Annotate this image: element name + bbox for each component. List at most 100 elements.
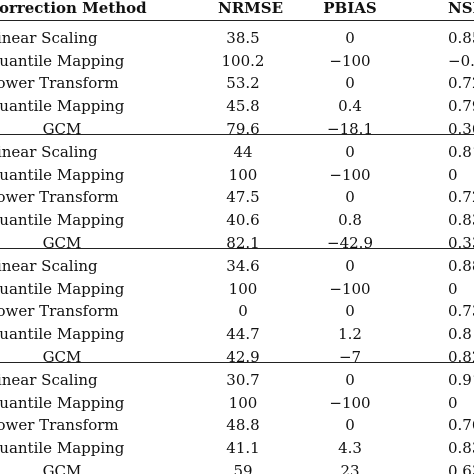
table-row: Power Transform 47.5 0 0.72: [0, 186, 474, 208]
cell-nse: 0.83: [448, 439, 474, 457]
cell-pbias: 0.4: [338, 97, 362, 115]
table-row: GCM 42.9 −7 0.82: [0, 346, 474, 368]
cell-method: Quantile Mapping: [0, 439, 125, 457]
table-row: Quantile Mapping 45.8 0.4 0.79: [0, 95, 474, 117]
table-row: Power Transform 0 0 0.73: [0, 300, 474, 322]
cell-nse: 0.63: [448, 462, 474, 474]
header-nrmse: NRMSE: [218, 0, 284, 17]
cell-method: Power Transform: [0, 302, 119, 320]
table-header-row: Correction Method NRMSE PBIAS NSE: [0, 0, 474, 19]
cell-method: GCM: [42, 462, 82, 474]
cell-nrmse: 42.9: [226, 348, 260, 366]
cell-pbias: 0: [345, 302, 355, 320]
cell-nse: 0.72: [448, 188, 474, 206]
cell-method: Linear Scaling: [0, 371, 98, 389]
cell-nse: 0.79: [448, 97, 474, 115]
group-divider-4: [0, 362, 474, 363]
table-row: Quantile Mapping 100 −100 0: [0, 392, 474, 414]
cell-nse: 0.85: [448, 29, 474, 47]
table-row: Quantile Mapping 100.2 −100 −0.0: [0, 50, 474, 72]
cell-pbias: −100: [329, 52, 371, 70]
table-row: GCM 79.6 −18.1 0.36: [0, 118, 474, 140]
cell-nrmse: 79.6: [226, 120, 260, 138]
cell-nse: 0: [448, 394, 458, 412]
cell-pbias: 0: [345, 371, 355, 389]
cell-pbias: 0: [345, 74, 355, 92]
cell-method: GCM: [42, 234, 82, 252]
cell-pbias: 1.2: [338, 325, 362, 343]
cell-nse: 0.91: [448, 371, 474, 389]
cell-method: Power Transform: [0, 74, 119, 92]
cell-nrmse: 53.2: [226, 74, 260, 92]
cell-pbias: −42.9: [327, 234, 373, 252]
group-divider-1: [0, 20, 474, 21]
header-pbias: PBIAS: [323, 0, 377, 17]
cell-nse: 0: [448, 280, 458, 298]
cell-nrmse: 100: [228, 166, 258, 184]
cell-method: Power Transform: [0, 188, 119, 206]
cell-method: Linear Scaling: [0, 143, 98, 161]
header-nse: NSE: [448, 0, 474, 17]
table-row: Quantile Mapping 41.1 4.3 0.83: [0, 437, 474, 459]
cell-nrmse: 30.7: [226, 371, 260, 389]
cell-nrmse: 100: [228, 280, 258, 298]
cell-nse: −0.0: [448, 52, 474, 70]
cell-nse: 0.33: [448, 234, 474, 252]
cell-nse: 0.36: [448, 120, 474, 138]
table-row: GCM 59 23 0.63: [0, 460, 474, 474]
cell-nrmse: 41.1: [226, 439, 260, 457]
cell-method: Quantile Mapping: [0, 211, 125, 229]
table-row: Power Transform 48.8 0 0.76: [0, 414, 474, 436]
cell-nrmse: 59: [233, 462, 253, 474]
cell-nse: 0.88: [448, 257, 474, 275]
table-row: Linear Scaling 44 0 0.81: [0, 141, 474, 163]
table-row: Linear Scaling 38.5 0 0.85: [0, 27, 474, 49]
cell-nrmse: 45.8: [226, 97, 260, 115]
cell-nrmse: 48.8: [226, 416, 260, 434]
cell-pbias: −7: [338, 348, 362, 366]
cell-nse: 0.81: [448, 143, 474, 161]
cell-pbias: 0.8: [338, 211, 362, 229]
cell-nrmse: 44: [233, 143, 253, 161]
cell-nrmse: 0: [238, 302, 248, 320]
cell-nse: 0.76: [448, 416, 474, 434]
table-row: Quantile Mapping 44.7 1.2 0.8: [0, 323, 474, 345]
cell-method: Linear Scaling: [0, 257, 98, 275]
cell-nse: 0: [448, 166, 458, 184]
table-row: GCM 82.1 −42.9 0.33: [0, 232, 474, 254]
cell-pbias: 0: [345, 143, 355, 161]
cell-nrmse: 100.2: [221, 52, 265, 70]
cell-method: Quantile Mapping: [0, 52, 125, 70]
cell-nrmse: 82.1: [226, 234, 260, 252]
cell-method: Linear Scaling: [0, 29, 98, 47]
cell-pbias: 4.3: [338, 439, 362, 457]
cell-method: Quantile Mapping: [0, 325, 125, 343]
cell-nrmse: 40.6: [226, 211, 260, 229]
header-correction-method: Correction Method: [0, 0, 147, 17]
table-row: Linear Scaling 34.6 0 0.88: [0, 255, 474, 277]
cell-method: Quantile Mapping: [0, 166, 125, 184]
cell-pbias: −100: [329, 166, 371, 184]
cell-method: Quantile Mapping: [0, 394, 125, 412]
cell-nse: 0.72: [448, 74, 474, 92]
cell-nse: 0.82: [448, 348, 474, 366]
cell-nrmse: 38.5: [226, 29, 260, 47]
cell-method: GCM: [42, 348, 82, 366]
group-divider-3: [0, 248, 474, 249]
cell-nse: 0.73: [448, 302, 474, 320]
cell-nrmse: 44.7: [226, 325, 260, 343]
table-row: Linear Scaling 30.7 0 0.91: [0, 369, 474, 391]
table-row: Power Transform 53.2 0 0.72: [0, 72, 474, 94]
table-row: Quantile Mapping 100 −100 0: [0, 278, 474, 300]
cell-pbias: 0: [345, 188, 355, 206]
cell-nrmse: 47.5: [226, 188, 260, 206]
cell-nrmse: 34.6: [226, 257, 260, 275]
cell-pbias: 0: [345, 29, 355, 47]
cell-method: GCM: [42, 120, 82, 138]
cell-pbias: 0: [345, 257, 355, 275]
cell-pbias: −100: [329, 394, 371, 412]
cell-nse: 0.8: [448, 325, 472, 343]
cell-pbias: −18.1: [327, 120, 373, 138]
cell-pbias: 0: [345, 416, 355, 434]
